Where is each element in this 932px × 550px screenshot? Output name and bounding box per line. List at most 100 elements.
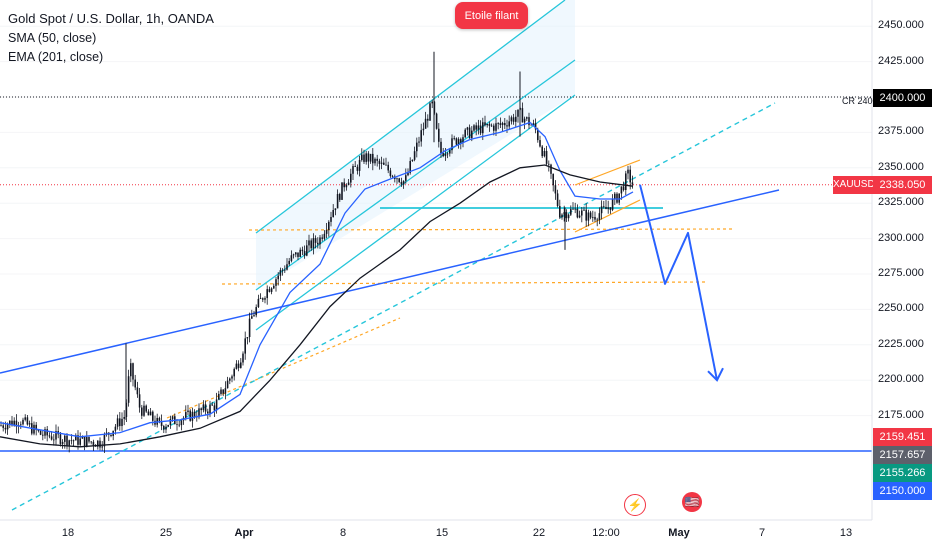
candle-body [572, 208, 574, 210]
candle-body [163, 426, 165, 430]
candle [380, 156, 383, 170]
candle [585, 203, 587, 227]
candle-body [605, 206, 607, 210]
candle [226, 376, 229, 389]
candle [182, 416, 185, 425]
candle-body [515, 116, 517, 122]
candle [457, 137, 460, 149]
candle [341, 182, 343, 201]
candle-body [20, 424, 22, 426]
candle-body [90, 441, 92, 443]
candle-body [147, 411, 150, 416]
candle [345, 183, 348, 191]
candle-body [440, 141, 442, 154]
candle-body [97, 440, 99, 447]
candle-body [321, 237, 323, 239]
candle [526, 116, 528, 121]
candle [233, 367, 235, 381]
candle [378, 158, 381, 170]
callout-etoile-filant[interactable]: Etoile filant [455, 2, 528, 29]
candle-body [242, 353, 244, 363]
candle [145, 404, 147, 413]
candle [297, 252, 299, 261]
candle-body [121, 418, 123, 427]
candle-body [365, 153, 367, 162]
candle [376, 154, 378, 167]
candle-body [354, 166, 356, 167]
candle-body [429, 103, 431, 121]
candle [15, 414, 18, 434]
candle [583, 206, 585, 211]
sma-line [0, 121, 634, 438]
candle-body [325, 229, 328, 234]
candle-body [0, 425, 2, 427]
candle [240, 358, 242, 369]
candle [147, 409, 150, 416]
candle-body [367, 153, 370, 162]
candle [295, 251, 297, 258]
candle-body [598, 213, 601, 221]
candle-body [301, 249, 304, 252]
candle-body [303, 251, 306, 256]
candle-body [336, 194, 339, 209]
candle-body [92, 441, 95, 446]
candle [116, 414, 119, 430]
candle-body [413, 151, 416, 160]
candle [66, 433, 68, 450]
candle-body [457, 139, 460, 145]
candle [576, 204, 579, 219]
candle-body [561, 214, 563, 218]
candle-body [226, 380, 229, 389]
x-tick-label: 15 [435, 527, 449, 539]
us-flag-icon[interactable]: 🇺🇸 [682, 492, 702, 512]
candle [499, 117, 502, 128]
candle-body [312, 238, 315, 249]
candle [20, 421, 22, 429]
candle [468, 124, 471, 139]
candle-body [603, 206, 605, 208]
candle [202, 400, 205, 413]
candle [352, 163, 354, 181]
candle-body [88, 437, 90, 442]
candle [154, 415, 156, 427]
candle-body [556, 193, 559, 206]
candle-body [523, 118, 526, 123]
candle [299, 247, 301, 258]
candle [136, 381, 139, 398]
candle-body [407, 172, 409, 176]
candle-body [543, 150, 546, 157]
candle [200, 407, 202, 416]
candle-body [207, 411, 209, 414]
candle [312, 233, 315, 255]
candle [266, 285, 268, 305]
ascending-trendline [0, 189, 780, 374]
candle-body [101, 446, 103, 448]
symbol-price-tag: XAUUSD [833, 176, 875, 194]
candle-body [380, 162, 383, 164]
candle [17, 421, 20, 434]
legend-ema[interactable]: EMA (201, close) [8, 50, 104, 64]
lightning-icon[interactable]: ⚡ [624, 494, 646, 516]
candle [248, 312, 251, 343]
candle-body [44, 429, 46, 436]
candle-body [119, 418, 121, 427]
candle-body [328, 221, 330, 230]
candle [365, 150, 367, 165]
candle-body [75, 435, 77, 441]
candle-body [39, 430, 42, 435]
legend-sma[interactable]: SMA (50, close) [8, 30, 97, 45]
legend-symbol[interactable]: Gold Spot / U.S. Dollar, 1h, OANDA [8, 11, 214, 26]
candle [306, 239, 308, 257]
y-tick-label: 2425.000 [878, 54, 924, 67]
candle-body [218, 393, 220, 400]
candle [347, 179, 350, 186]
price-tag: 2159.451 [873, 428, 932, 446]
candle [620, 186, 623, 200]
candle [453, 135, 455, 141]
candle-body [68, 440, 70, 446]
candle-body [193, 411, 196, 417]
candle-body [508, 121, 510, 127]
candle [607, 200, 609, 214]
candle-body [215, 399, 218, 411]
